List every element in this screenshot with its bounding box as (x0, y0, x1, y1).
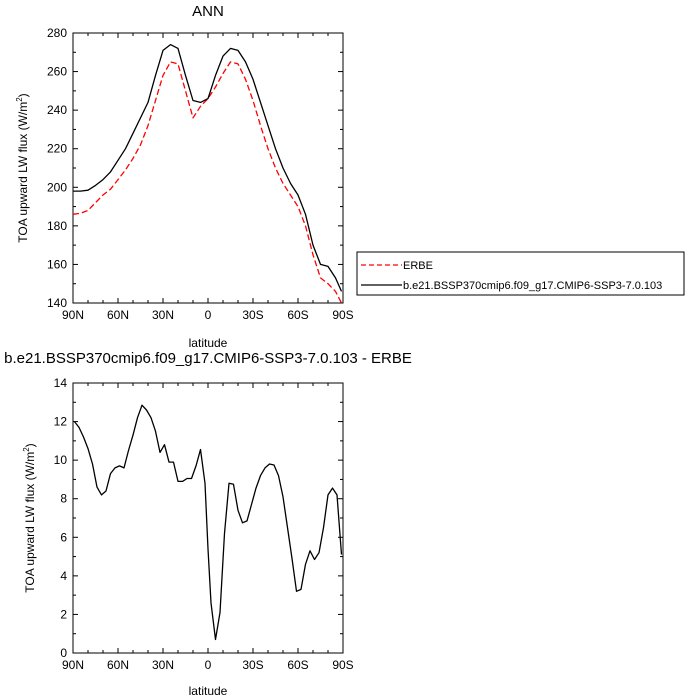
x-tick-label: 90S (332, 308, 353, 322)
x-tick-label: 60S (287, 658, 308, 672)
x-tick-label: 30S (242, 308, 263, 322)
y-axis-unit-superscript: 2 (22, 447, 31, 452)
bottom-chart-series (73, 404, 343, 641)
top-chart-series (72, 43, 343, 304)
erbe-series-line (72, 61, 343, 304)
bottom-chart-title: b.e21.BSSP370cmip6.f09_g17.CMIP6-SSP3-7.… (4, 350, 412, 367)
y-tick-label: 260 (47, 65, 67, 79)
y-tick-label: 180 (47, 219, 67, 233)
x-tick-label: 60N (107, 308, 129, 322)
x-tick-label: 60N (107, 658, 129, 672)
x-tick-label: 90N (62, 658, 84, 672)
y-tick-label: 160 (47, 257, 67, 271)
y-tick-label: 2 (60, 607, 67, 621)
y-tick-label: 220 (47, 142, 67, 156)
top-chart-title: ANN (192, 3, 224, 20)
bottom-chart-gridmarks (72, 382, 344, 654)
top-chart-y-axis-label: TOA upward LW flux (W/m2) (15, 93, 30, 242)
y-tick-label: 8 (60, 492, 67, 506)
b-e21-bssp370cmip6-f09-g17-cmip6-ssp3-7-0-103-series-line (73, 43, 343, 292)
bottom-chart-plot-frame (72, 382, 344, 654)
x-tick-label: 30S (242, 658, 263, 672)
x-tick-label: 30N (152, 658, 174, 672)
bottom-chart-x-axis-label: latitude (189, 684, 228, 698)
top-chart-legend: ERBE b.e21.BSSP370cmip6.f09_g17.CMIP6-SS… (356, 251, 685, 296)
y-tick-label: 4 (60, 569, 67, 583)
bottom-chart: b.e21.BSSP370cmip6.f09_g17.CMIP6-SSP3-7.… (4, 350, 412, 698)
y-tick-label: 0 (60, 646, 67, 660)
legend-box (356, 251, 685, 296)
top-chart-x-axis-label: latitude (189, 336, 228, 350)
y-tick-label: 12 (54, 415, 68, 429)
x-tick-label: 60S (287, 308, 308, 322)
y-tick-label: 10 (54, 453, 68, 467)
y-tick-label: 140 (47, 296, 67, 310)
bottom-chart-tick-labels: 90N 60N 30N 0 30S 60S 90S 0 2 4 6 8 10 12 14 (54, 376, 354, 672)
x-tick-label: 90S (332, 658, 353, 672)
bottom-chart-y-axis-label: TOA upward LW flux (W/m2) (22, 443, 37, 592)
x-tick-label: 30N (152, 308, 174, 322)
y-tick-label: 200 (47, 180, 67, 194)
top-chart-gridmarks (72, 32, 344, 304)
y-axis-unit-superscript: 2 (15, 97, 24, 102)
y-tick-label: 6 (60, 530, 67, 544)
top-chart: ANN 90N 60N 30N 0 30S 60S 90S 140 160 180 200 220 24… (15, 3, 685, 350)
difference-series-line (73, 404, 343, 641)
x-tick-label: 0 (205, 658, 212, 672)
y-tick-label: 280 (47, 26, 67, 40)
top-chart-tick-labels: 90N 60N 30N 0 30S 60S 90S 140 160 180 200 220 240 260… (47, 26, 354, 322)
y-tick-label: 14 (54, 376, 68, 390)
y-tick-label: 240 (47, 103, 67, 117)
x-tick-label: 90N (62, 308, 84, 322)
x-tick-label: 0 (205, 308, 212, 322)
legend-erbe-label: ERBE (403, 260, 433, 272)
legend-model-label: b.e21.BSSP370cmip6.f09_g17.CMIP6-SSP3-7.… (403, 280, 662, 292)
